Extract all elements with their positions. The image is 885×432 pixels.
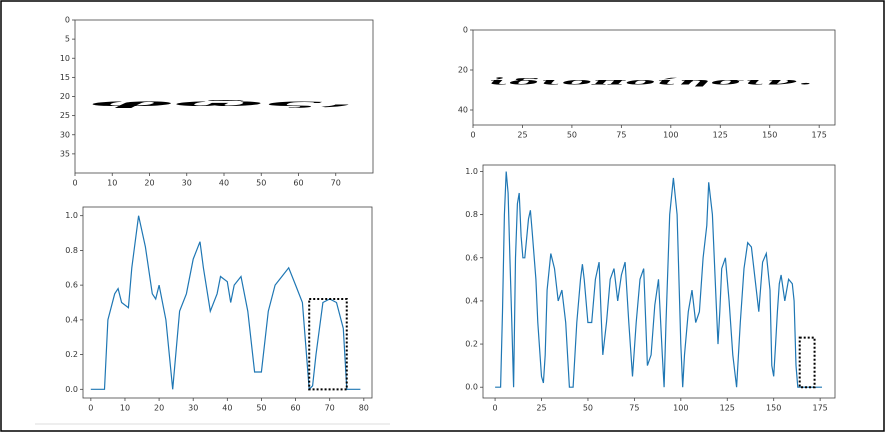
y-tick-label: 20 [458,66,468,75]
image-text: ἰδιοποίησιν. [487,76,814,86]
x-tick-label: 50 [256,179,266,188]
x-tick-label: 30 [188,404,198,413]
x-tick-label: 40 [222,404,232,413]
y-tick-label: 35 [60,149,70,158]
x-tick-label: 100 [673,404,688,413]
x-tick-label: 25 [536,404,546,413]
x-tick-label: 0 [72,179,77,188]
y-tick-label: 0.0 [465,383,478,392]
x-tick-label: 0 [88,404,93,413]
y-tick-label: 0.0 [65,385,78,394]
x-tick-label: 25 [517,131,527,140]
y-tick-label: 30 [60,130,70,139]
y-tick-label: 1.0 [465,167,478,176]
x-tick-label: 20 [144,179,154,188]
x-tick-label: 70 [325,404,335,413]
x-tick-label: 0 [493,404,498,413]
y-tick-label: 0 [463,26,468,35]
x-tick-label: 60 [293,179,303,188]
plot-frame [83,207,372,398]
x-tick-label: 80 [359,404,369,413]
x-tick-label: 75 [616,131,626,140]
x-tick-label: 50 [567,131,577,140]
y-tick-label: 5 [65,35,70,44]
y-tick-label: 0.6 [465,253,478,262]
y-tick-label: 0.2 [465,340,478,349]
y-tick-label: 15 [60,73,70,82]
y-tick-label: 1.0 [65,211,78,220]
x-tick-label: 50 [256,404,266,413]
y-tick-label: 25 [60,111,70,120]
x-tick-label: 175 [812,404,827,413]
y-tick-label: 20 [60,92,70,101]
y-tick-label: 0.2 [65,350,78,359]
x-tick-label: 10 [107,179,117,188]
x-tick-label: 125 [713,131,728,140]
x-tick-label: 0 [470,131,475,140]
x-tick-label: 50 [583,404,593,413]
y-tick-label: 0.6 [65,281,78,290]
y-tick-label: 0.8 [65,246,78,255]
plot-frame [75,20,373,173]
x-tick-label: 175 [812,131,827,140]
x-tick-label: 100 [663,131,678,140]
y-tick-label: 0.4 [465,296,478,305]
figure: 0 10 20 30 40 50 60 70 0 5 10 15 20 25 30 35 φῶς, 0 10 20 30… [0,0,885,432]
x-tick-label: 20 [154,404,164,413]
y-tick-label: 0.4 [65,315,78,324]
y-tick-label: 0.8 [465,210,478,219]
y-tick-label: 40 [458,106,468,115]
x-tick-label: 150 [762,131,777,140]
x-tick-label: 40 [219,179,229,188]
x-tick-label: 60 [290,404,300,413]
image-text: φῶς, [87,98,358,108]
y-tick-label: 0 [65,16,70,25]
x-tick-label: 70 [331,179,341,188]
x-tick-label: 125 [720,404,735,413]
y-tick-label: 10 [60,54,70,63]
x-tick-label: 150 [766,404,781,413]
x-tick-label: 75 [629,404,639,413]
x-tick-label: 10 [120,404,130,413]
x-tick-label: 30 [182,179,192,188]
